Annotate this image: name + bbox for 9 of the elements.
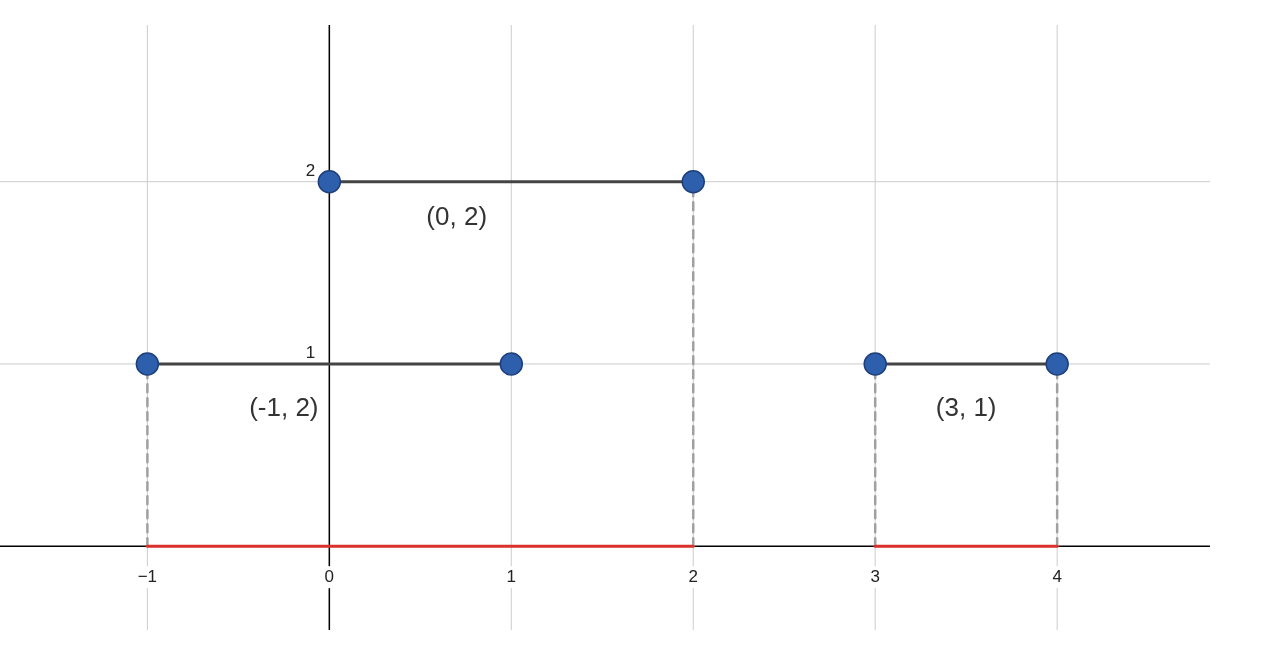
annotation: (3, 1) bbox=[935, 392, 997, 423]
x-tick-label: −1 bbox=[137, 567, 158, 587]
x-tick-label: 0 bbox=[324, 567, 335, 587]
annotation: (0, 2) bbox=[426, 201, 488, 232]
x-tick-label: 4 bbox=[1052, 567, 1062, 587]
x-tick-label: 2 bbox=[688, 567, 698, 587]
x-tick-label: 3 bbox=[870, 567, 880, 587]
x-tick-label: 1 bbox=[506, 567, 517, 587]
annotation: (-1, 2) bbox=[249, 392, 319, 423]
